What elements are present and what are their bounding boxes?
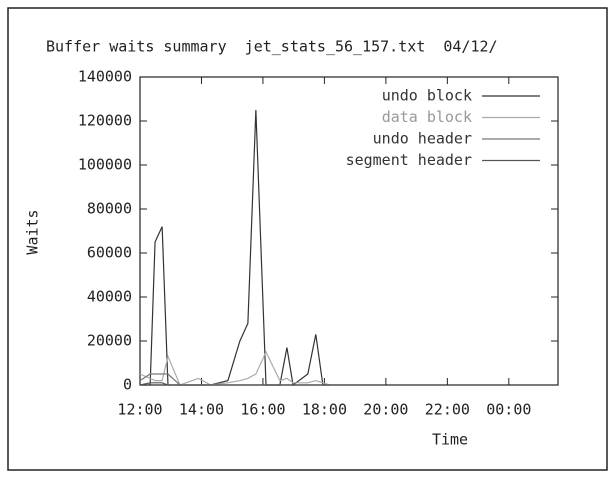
x-tick-label: 18:00 — [302, 401, 347, 419]
chart-title: Buffer waits summary jet_stats_56_157.tx… — [46, 38, 498, 56]
y-tick-label: 60000 — [87, 244, 132, 262]
x-tick-label: 12:00 — [117, 401, 162, 419]
series-line — [139, 350, 331, 386]
frame — [7, 7, 608, 471]
y-tick-label: 40000 — [87, 288, 132, 306]
y-tick-label: 80000 — [87, 200, 132, 218]
x-tick-label: 16:00 — [240, 401, 285, 419]
legend-label: segment header — [346, 151, 472, 169]
x-tick-label: 22:00 — [425, 401, 470, 419]
x-tick-label: 00:00 — [486, 401, 531, 419]
x-tick-label: 14:00 — [179, 401, 224, 419]
y-tick-label: 140000 — [78, 68, 132, 86]
legend-label: undo block — [382, 87, 472, 105]
x-tick-label: 20:00 — [363, 401, 408, 419]
series-line — [140, 109, 330, 387]
plot-frame — [139, 76, 559, 386]
y-tick-label: 120000 — [78, 112, 132, 130]
legend-label: data block — [382, 108, 472, 126]
y-tick-label: 0 — [123, 376, 132, 394]
legend-label: undo header — [373, 130, 472, 148]
x-axis-label: Time — [432, 431, 468, 449]
y-tick-label: 20000 — [87, 332, 132, 350]
y-axis-label: Waits — [24, 209, 42, 254]
y-tick-label: 100000 — [78, 156, 132, 174]
series-line — [139, 382, 330, 386]
